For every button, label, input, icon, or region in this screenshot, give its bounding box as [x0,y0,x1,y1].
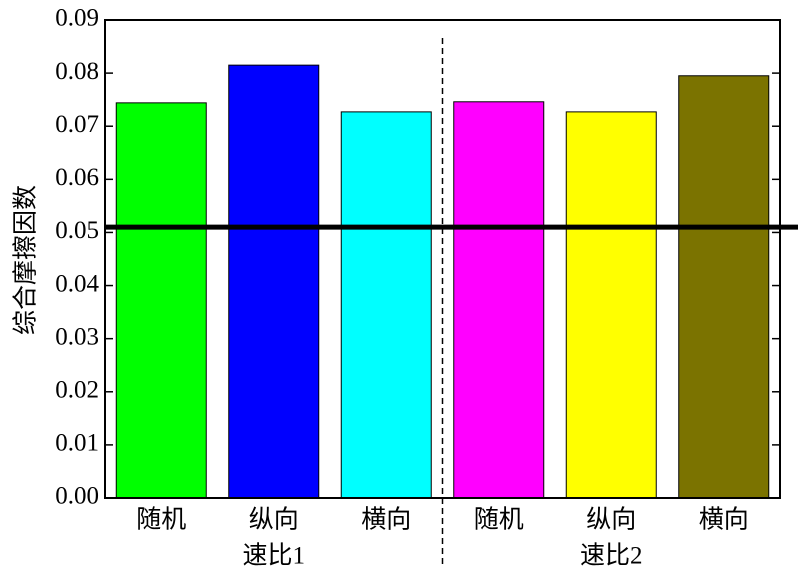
x-tick-label: 随机 [474,506,524,534]
y-axis-label: 综合摩擦因数 [12,185,40,335]
bar [115,102,207,499]
y-tick-label: 0.01 [55,430,99,457]
x-tick-label: 横向 [699,506,749,534]
y-tick-label: 0.04 [55,270,99,297]
bar [228,64,320,499]
y-tick-label: 0.00 [55,483,99,510]
bar [453,101,545,499]
group-label: 速比2 [580,542,643,570]
bar [340,111,432,499]
bar [678,75,770,499]
bar [565,111,657,499]
y-tick-label: 0.09 [55,5,99,32]
y-tick-label: 0.02 [55,377,99,404]
y-tick-label: 0.08 [55,58,99,85]
y-tick-label: 0.06 [55,164,99,191]
y-tick-label: 0.03 [55,323,99,350]
group-label: 速比1 [242,542,305,570]
plot-frame [104,19,781,499]
x-tick-label: 纵向 [586,506,636,534]
x-tick-label: 纵向 [249,506,299,534]
y-tick-label: 0.05 [55,217,99,244]
x-tick-label: 横向 [361,506,411,534]
y-tick-label: 0.07 [55,111,99,138]
x-tick-label: 随机 [136,506,186,534]
